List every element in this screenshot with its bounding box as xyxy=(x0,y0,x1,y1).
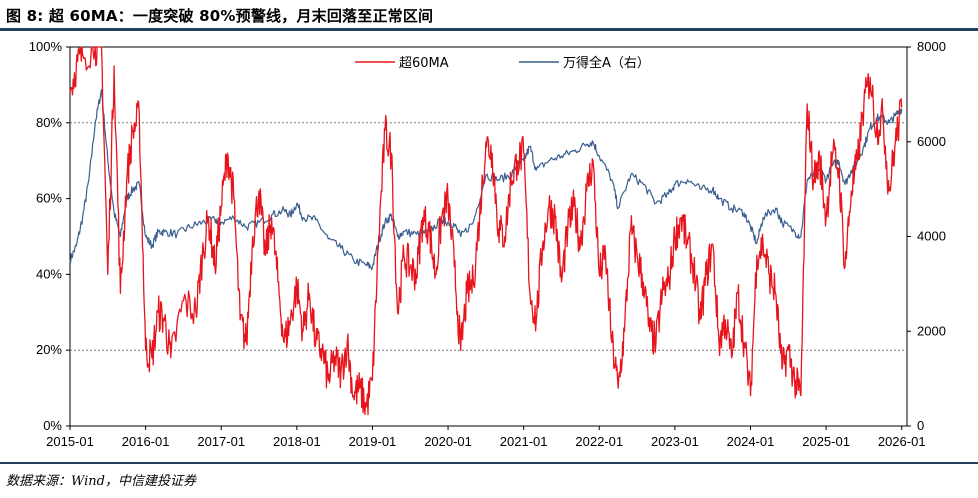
x-axis-tick-label: 2023-01 xyxy=(651,434,699,449)
x-axis-tick-label: 2022-01 xyxy=(575,434,623,449)
right-axis-tick-label: 0 xyxy=(917,418,924,433)
top-divider xyxy=(0,28,978,31)
x-axis-tick-label: 2018-01 xyxy=(273,434,321,449)
reference-lines xyxy=(70,122,907,351)
left-axis-tick-label: 40% xyxy=(36,266,62,281)
x-axis-tick-label: 2025-01 xyxy=(802,434,850,449)
x-axis-tick-label: 2017-01 xyxy=(197,434,245,449)
series-line-wind-all-a xyxy=(69,89,903,271)
chart-title: 图 8: 超 60MA：一度突破 80%预警线，月末回落至正常区间 xyxy=(6,7,434,25)
x-axis-tick-label: 2015-01 xyxy=(46,434,94,449)
plot-frame xyxy=(66,46,911,430)
source-note: 数据来源：Wind，中信建投证券 xyxy=(6,474,196,489)
left-axis-tick-label: 100% xyxy=(29,39,63,54)
left-axis-tick-label: 0% xyxy=(43,418,62,433)
x-axis-tick-label: 2019-01 xyxy=(349,434,397,449)
left-axis-tick-label: 60% xyxy=(36,191,62,206)
series-layer xyxy=(69,46,903,416)
right-axis-tick-label: 4000 xyxy=(917,229,946,244)
line-chart: 0% 20% 40% 60% 80% 100% 0 2000 4000 6000 8000 2015-… xyxy=(29,39,946,449)
left-axis-tick-label: 80% xyxy=(36,115,62,130)
x-axis-tick-label: 2020-01 xyxy=(424,434,472,449)
right-axis-tick-label: 2000 xyxy=(917,323,946,338)
bottom-divider xyxy=(0,462,978,464)
x-axis-tick-label: 2016-01 xyxy=(122,434,170,449)
x-axis-tick-label: 2021-01 xyxy=(500,434,548,449)
x-axis-tick-label: 2024-01 xyxy=(727,434,775,449)
right-axis-tick-label: 8000 xyxy=(917,39,946,54)
series-line-above-60ma xyxy=(69,46,903,416)
x-axis-tick-label: 2026-01 xyxy=(878,434,926,449)
right-axis-tick-label: 6000 xyxy=(917,134,946,149)
tick-labels: 0% 20% 40% 60% 80% 100% 0 2000 4000 6000 8000 2015-… xyxy=(29,39,946,449)
legend: 超60MA 万得全A（右） xyxy=(355,55,650,71)
legend-label-0: 超60MA xyxy=(399,56,449,71)
left-axis-tick-label: 20% xyxy=(36,342,62,357)
legend-label-1: 万得全A（右） xyxy=(563,55,650,71)
